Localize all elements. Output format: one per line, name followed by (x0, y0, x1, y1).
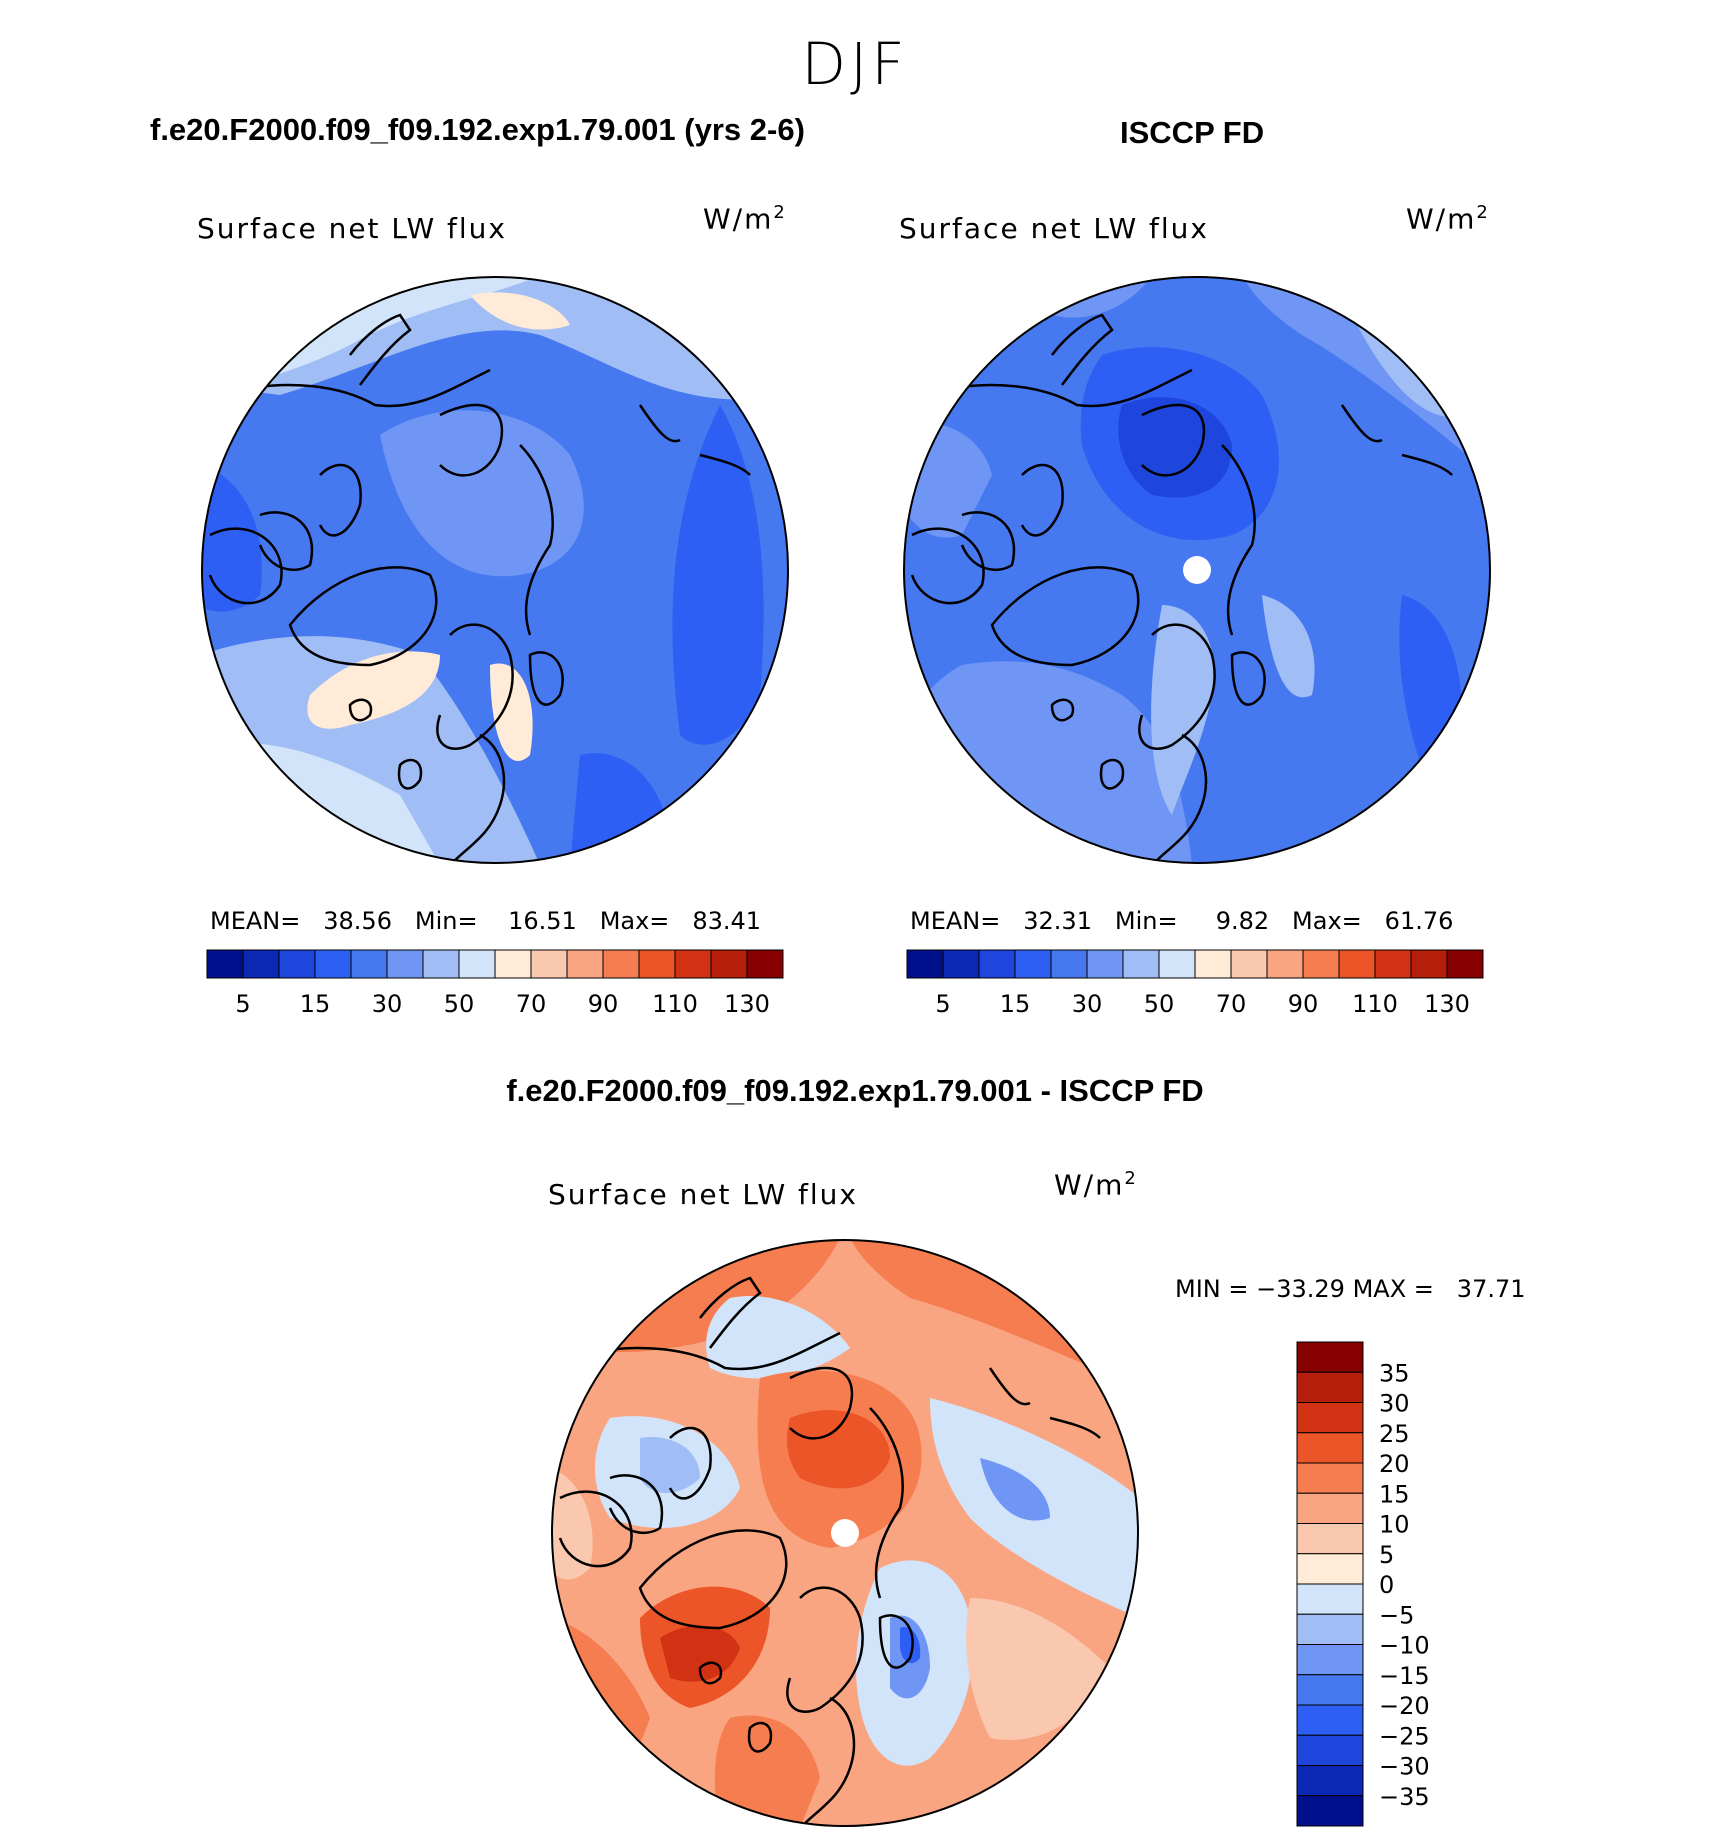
model-colorbar: 5 15 30 50 70 90 110 130 (206, 949, 784, 1018)
model-colorbar-box (530, 949, 568, 979)
obs-colorbar-box (906, 949, 944, 979)
obs-polar-map (903, 276, 1491, 864)
model-colorbar-box (602, 949, 640, 979)
model-polar-map (201, 276, 789, 864)
diff-colorbar-box (1296, 1523, 1364, 1555)
diff-colorbar-tick-label: −20 (1379, 1692, 1430, 1720)
model-colorbar-box (422, 949, 460, 979)
diff-variable-label: Surface net LW flux (548, 1178, 858, 1211)
obs-units-label: W/m2 (1406, 202, 1490, 236)
model-colorbar-box (386, 949, 424, 979)
model-colorbar-box (458, 949, 496, 979)
diff-colorbar-tick-label: −15 (1379, 1662, 1430, 1690)
diff-colorbar-tick-label: 25 (1379, 1420, 1410, 1448)
obs-panel-title: ISCCP FD (1120, 115, 1265, 150)
model-colorbar-box (710, 949, 748, 979)
diff-colorbar-box (1296, 1462, 1364, 1494)
diff-colorbar-tick-label: 10 (1379, 1511, 1410, 1539)
obs-colorbar-box (1158, 949, 1196, 979)
diff-units-label: W/m2 (1054, 1168, 1138, 1202)
model-colorbar-box (746, 949, 784, 979)
obs-variable-label: Surface net LW flux (899, 212, 1209, 245)
diff-colorbar-box (1296, 1553, 1364, 1585)
obs-colorbar-box (942, 949, 980, 979)
model-colorbar-tick-label: 50 (444, 990, 475, 1018)
diff-colorbar-box (1296, 1371, 1364, 1403)
obs-colorbar-box (1266, 949, 1304, 979)
diff-colorbar-tick-label: 0 (1379, 1571, 1394, 1599)
obs-colorbar-box (1446, 949, 1484, 979)
obs-colorbar-box (1230, 949, 1268, 979)
diff-colorbar-box (1296, 1613, 1364, 1645)
diff-colorbar-box (1296, 1432, 1364, 1464)
diff-colorbar-tick-label: 30 (1379, 1390, 1410, 1418)
obs-colorbar-tick-label: 110 (1352, 990, 1398, 1018)
model-colorbar-box (674, 949, 712, 979)
model-colorbar-tick-label: 15 (300, 990, 331, 1018)
model-colorbar-tick-label: 130 (724, 990, 770, 1018)
model-colorbar-box (638, 949, 676, 979)
obs-colorbar-box (1338, 949, 1376, 979)
model-colorbar-tick-label: 70 (516, 990, 547, 1018)
diff-colorbar-tick-label: −10 (1379, 1632, 1430, 1660)
obs-colorbar-tick-label: 30 (1072, 990, 1103, 1018)
obs-colorbar-box (1122, 949, 1160, 979)
model-stats: MEAN= 38.56 Min= 16.51 Max= 83.41 (210, 907, 762, 935)
model-units-label: W/m2 (703, 202, 787, 236)
model-colorbar-box (494, 949, 532, 979)
diff-colorbar-box (1296, 1341, 1364, 1373)
diff-colorbar-box (1296, 1734, 1364, 1766)
obs-colorbar-tick-label: 70 (1216, 990, 1247, 1018)
diff-colorbar-box (1296, 1402, 1364, 1434)
season-title: DJF (801, 30, 909, 98)
obs-colorbar-box (1194, 949, 1232, 979)
model-colorbar-box (278, 949, 316, 979)
obs-colorbar-tick-label: 5 (935, 990, 950, 1018)
model-variable-label: Surface net LW flux (197, 212, 507, 245)
diff-colorbar-box (1296, 1492, 1364, 1524)
obs-colorbar-tick-label: 50 (1144, 990, 1175, 1018)
model-colorbar-box (314, 949, 352, 979)
model-colorbar-tick-label: 110 (652, 990, 698, 1018)
model-colorbar-tick-label: 90 (588, 990, 619, 1018)
model-colorbar-tick-label: 5 (235, 990, 250, 1018)
diff-colorbar-tick-label: −35 (1379, 1783, 1430, 1811)
diff-colorbar-tick-label: 5 (1379, 1541, 1394, 1569)
obs-colorbar-box (1374, 949, 1412, 979)
model-colorbar-box (206, 949, 244, 979)
diff-colorbar-box (1296, 1765, 1364, 1797)
obs-colorbar: 5 15 30 50 70 90 110 130 (906, 949, 1484, 1018)
obs-colorbar-box (1302, 949, 1340, 979)
diff-colorbar-box (1296, 1644, 1364, 1676)
diff-colorbar-tick-label: 20 (1379, 1450, 1410, 1478)
model-colorbar-box (242, 949, 280, 979)
diff-colorbar-box (1296, 1795, 1364, 1827)
obs-colorbar-box (1410, 949, 1448, 979)
model-colorbar-box (566, 949, 604, 979)
diff-colorbar-box (1296, 1674, 1364, 1706)
obs-colorbar-box (1086, 949, 1124, 979)
obs-colorbar-box (1050, 949, 1088, 979)
model-colorbar-box (350, 949, 388, 979)
diff-colorbar-box (1296, 1583, 1364, 1615)
diff-polar-map (551, 1239, 1139, 1827)
diff-colorbar-tick-label: −30 (1379, 1753, 1430, 1781)
obs-colorbar-tick-label: 90 (1288, 990, 1319, 1018)
model-colorbar-tick-label: 30 (372, 990, 403, 1018)
obs-colorbar-tick-label: 15 (1000, 990, 1031, 1018)
diff-colorbar-tick-label: 35 (1379, 1359, 1410, 1387)
diff-colorbar-box (1296, 1704, 1364, 1736)
obs-colorbar-tick-label: 130 (1424, 990, 1470, 1018)
diff-stats: MIN = −33.29 MAX = 37.71 (1175, 1275, 1526, 1303)
obs-colorbar-box (978, 949, 1016, 979)
diff-colorbar-tick-label: 15 (1379, 1480, 1410, 1508)
obs-stats: MEAN= 32.31 Min= 9.82 Max= 61.76 (910, 907, 1454, 935)
model-panel-title: f.e20.F2000.f09_f09.192.exp1.79.001 (yrs… (150, 112, 805, 147)
obs-colorbar-box (1014, 949, 1052, 979)
diff-colorbar-tick-label: −25 (1379, 1722, 1430, 1750)
diff-panel-title: f.e20.F2000.f09_f09.192.exp1.79.001 - IS… (506, 1073, 1204, 1108)
diff-colorbar-tick-label: −5 (1379, 1601, 1414, 1629)
